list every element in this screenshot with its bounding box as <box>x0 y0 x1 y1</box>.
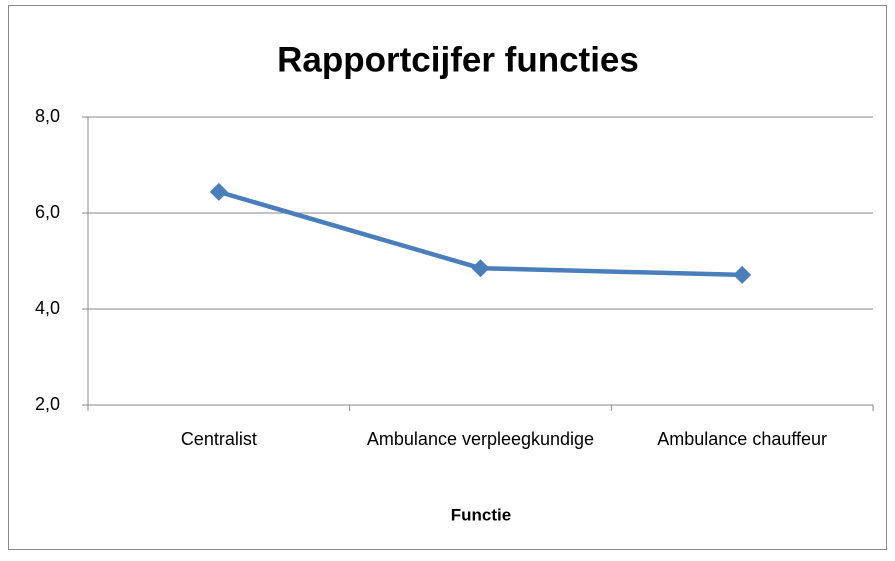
marker <box>733 265 752 284</box>
x-tick-label: Centralist <box>180 429 257 449</box>
x-axis-title: Functie <box>451 505 511 524</box>
x-tick-label-box: Centralist <box>180 429 257 449</box>
y-tick-label: 6,0 <box>35 202 60 222</box>
x-tick-label-box: Ambulance chauffeur <box>657 429 828 449</box>
y-tick-label: 4,0 <box>35 298 60 318</box>
chart-title: Rapportcijfer functies <box>277 40 639 79</box>
x-tick-label-box: Ambulance verpleegkundige <box>366 429 595 449</box>
x-tick-label: Ambulance chauffeur <box>657 429 828 449</box>
marker <box>209 182 228 201</box>
y-tick-label: 2,0 <box>35 394 60 414</box>
x-tick-label: Ambulance verpleegkundige <box>366 429 595 449</box>
y-tick-label: 8,0 <box>35 106 60 126</box>
marker <box>471 259 490 278</box>
